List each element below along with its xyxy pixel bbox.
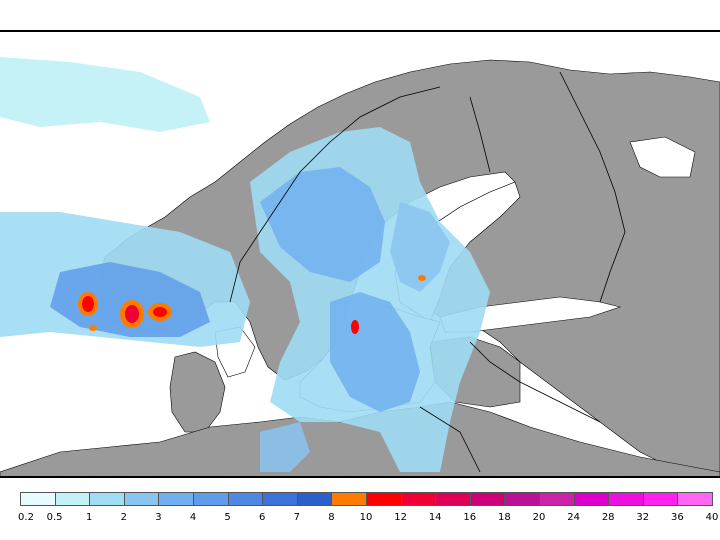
precip-core-6 — [89, 325, 97, 331]
color-legend — [20, 492, 713, 508]
legend-tick-label: 3 — [155, 512, 162, 523]
legend-swatch — [573, 492, 610, 506]
border-layer — [229, 71, 626, 473]
legend-tick-label: 4 — [189, 512, 197, 523]
legend-swatch — [331, 492, 367, 506]
legend-swatch — [608, 492, 644, 506]
legend-tick-label: 0.2 — [18, 512, 34, 523]
legend-tick-label: 8 — [328, 512, 335, 523]
precip-core-1-inner — [82, 296, 94, 312]
legend-swatch — [469, 492, 506, 506]
legend-tick-label: 24 — [567, 512, 580, 523]
legend-swatch — [158, 492, 194, 506]
legend-swatch — [20, 492, 56, 506]
legend-tick-label: 18 — [498, 512, 511, 523]
legend-swatch — [504, 492, 540, 506]
legend-swatch — [193, 492, 229, 506]
legend-swatch — [677, 492, 713, 506]
legend-swatch — [642, 492, 679, 506]
border-finland-russia — [559, 71, 626, 303]
land-denmark — [169, 351, 226, 433]
border-poland — [419, 406, 481, 473]
border-norway-sweden — [229, 86, 441, 303]
legend-swatch — [89, 492, 125, 506]
precip-poland — [260, 422, 310, 472]
legend-tick-label: 6 — [259, 512, 266, 523]
legend-swatch — [227, 492, 264, 506]
legend-swatch — [435, 492, 471, 506]
legend-swatch — [539, 492, 575, 506]
precip-finland — [390, 202, 450, 292]
legend-swatch — [123, 492, 160, 506]
legend-tick-label: 36 — [671, 512, 684, 523]
legend-tick-label: 14 — [428, 512, 442, 523]
legend-tick-label: 12 — [394, 512, 407, 523]
legend-tick-label: 7 — [293, 512, 300, 523]
precip-layer — [0, 57, 490, 472]
precip-norway-coast — [50, 262, 210, 337]
border-baltic — [469, 341, 601, 423]
border-sweden-finland — [469, 96, 491, 173]
precip-north-atlantic — [0, 57, 210, 132]
legend-swatch — [54, 492, 91, 506]
legend-tick-label: 20 — [532, 512, 546, 523]
precip-core-3-inner — [153, 307, 167, 317]
legend-tick-label: 0.5 — [46, 512, 63, 523]
precip-mid-sweden — [260, 167, 385, 282]
legend-swatch — [262, 492, 298, 506]
legend-swatch — [400, 492, 437, 506]
precip-core-5 — [418, 275, 426, 281]
precip-core-4 — [351, 320, 359, 334]
precip-core-2-inner — [125, 305, 139, 323]
legend-tick-label: 28 — [601, 512, 615, 523]
legend-tick-label: 2 — [120, 512, 127, 523]
legend-tick-label: 10 — [359, 512, 373, 523]
legend-tick-label: 16 — [463, 512, 477, 523]
map-canvas — [0, 57, 720, 476]
legend-swatch — [366, 492, 402, 506]
legend-tick-label: 1 — [86, 512, 93, 523]
legend-tick-label: 32 — [636, 512, 650, 523]
white-sea — [629, 136, 696, 178]
precipitation-map — [0, 30, 720, 478]
legend-swatch — [296, 492, 333, 506]
legend-tick-label: 5 — [224, 512, 231, 523]
legend-tick-label: 40 — [705, 512, 719, 523]
